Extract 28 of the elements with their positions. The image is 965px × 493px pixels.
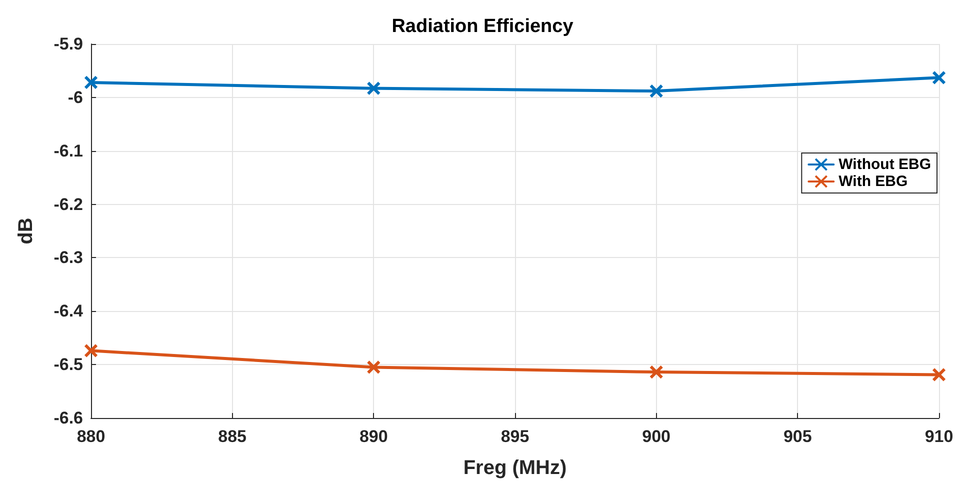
point bbox=[932, 70, 946, 85]
y-tick-label: -6.5 bbox=[54, 355, 83, 374]
point bbox=[932, 368, 946, 382]
y-tick-label: -6.6 bbox=[54, 408, 83, 428]
point bbox=[84, 344, 98, 358]
y-tick-label: -5.9 bbox=[54, 34, 83, 54]
point bbox=[366, 360, 381, 374]
point bbox=[649, 84, 664, 98]
chart-title: Radiation Efficiency bbox=[392, 16, 574, 37]
y-tick-label: -6.3 bbox=[54, 248, 83, 268]
y-tick-label: -6.1 bbox=[54, 141, 83, 160]
point bbox=[649, 365, 664, 380]
y-tick-label: -6.2 bbox=[54, 194, 83, 214]
x-axis-title: Freg (MHz) bbox=[463, 457, 567, 479]
x-tick-label: 905 bbox=[783, 427, 812, 446]
legend-label: Without EBG bbox=[838, 156, 931, 173]
x-tick-label: 900 bbox=[642, 427, 671, 446]
x-tick-label: 895 bbox=[500, 427, 530, 446]
legend-label: With EBG bbox=[838, 173, 908, 190]
y-tick-label: -6 bbox=[68, 88, 83, 107]
x-tick-label: 880 bbox=[76, 427, 106, 446]
point bbox=[84, 75, 98, 90]
y-axis-title: dB bbox=[15, 218, 37, 244]
x-tick-label: 885 bbox=[218, 427, 247, 446]
x-tick-label: 910 bbox=[924, 427, 954, 446]
x-tick-label: 890 bbox=[359, 427, 388, 446]
point bbox=[366, 81, 381, 96]
y-tick-label: -6.4 bbox=[54, 302, 84, 321]
